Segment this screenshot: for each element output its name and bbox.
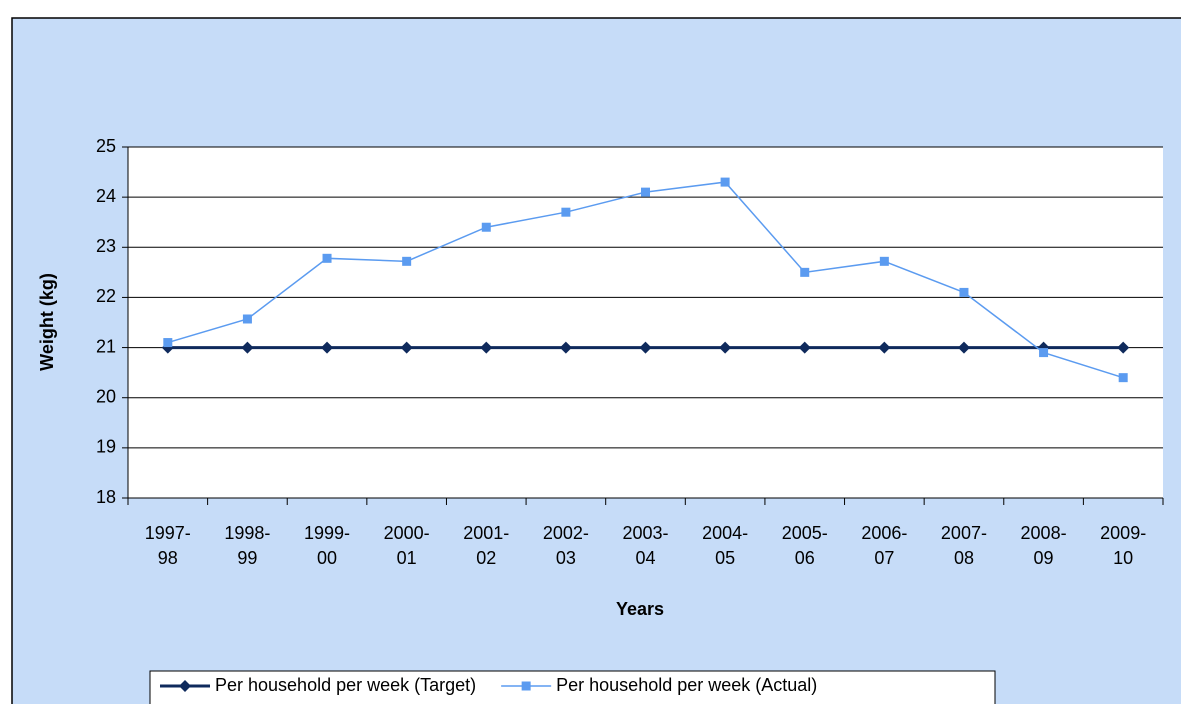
x-tick-label: 1999-00 bbox=[304, 523, 351, 568]
y-tick-label: 19 bbox=[96, 437, 116, 457]
x-tick-label: 1998-99 bbox=[224, 523, 271, 568]
x-tick-label: 2000-01 bbox=[383, 523, 430, 568]
marker bbox=[402, 256, 412, 266]
marker bbox=[1039, 348, 1049, 358]
x-axis-title: Years bbox=[616, 599, 664, 619]
marker bbox=[798, 341, 811, 354]
legend-box bbox=[149, 670, 996, 704]
marker bbox=[321, 341, 334, 354]
legend-label: Per household per week (Target) bbox=[215, 675, 476, 695]
y-tick-label: 22 bbox=[96, 286, 116, 306]
x-tick-label: 2008-09 bbox=[1020, 523, 1067, 568]
x-tick-label: 2004-05 bbox=[702, 523, 749, 568]
marker bbox=[400, 341, 413, 354]
marker bbox=[480, 341, 493, 354]
y-axis-title: Weight (kg) bbox=[37, 273, 57, 371]
x-tick-label: 2003-04 bbox=[622, 523, 669, 568]
x-tick-label: 2005-06 bbox=[781, 523, 828, 568]
y-tick-label: 24 bbox=[96, 186, 116, 206]
marker bbox=[1117, 341, 1130, 354]
marker bbox=[641, 187, 650, 197]
marker bbox=[322, 253, 332, 263]
x-tick-label: 2006-07 bbox=[861, 523, 908, 568]
y-tick-label: 23 bbox=[96, 236, 116, 256]
y-tick-label: 25 bbox=[96, 136, 116, 156]
legend-label: Per household per week (Actual) bbox=[556, 675, 817, 695]
x-tick-label: 2007-08 bbox=[940, 523, 987, 568]
x-tick-label: 1997-98 bbox=[144, 523, 191, 568]
x-tick-label: 2001-02 bbox=[463, 523, 510, 568]
legend-marker bbox=[521, 681, 531, 691]
marker bbox=[561, 207, 571, 217]
plot-area bbox=[128, 147, 1163, 498]
marker bbox=[242, 314, 252, 324]
marker bbox=[481, 222, 491, 232]
marker bbox=[959, 287, 969, 297]
y-tick-label: 18 bbox=[96, 487, 116, 507]
marker bbox=[957, 341, 970, 354]
marker bbox=[559, 341, 572, 354]
marker bbox=[800, 267, 810, 277]
marker bbox=[241, 341, 254, 354]
y-tick-label: 21 bbox=[96, 336, 116, 356]
marker bbox=[720, 177, 730, 187]
marker bbox=[1118, 373, 1128, 383]
y-tick-label: 20 bbox=[96, 386, 116, 406]
x-tick-label: 2009-10 bbox=[1100, 523, 1147, 568]
x-tick-label: 2002-03 bbox=[542, 523, 589, 568]
marker bbox=[163, 338, 173, 348]
legend-marker bbox=[179, 680, 191, 692]
marker bbox=[878, 341, 891, 354]
marker bbox=[639, 341, 652, 354]
marker bbox=[719, 341, 732, 354]
marker bbox=[879, 256, 889, 266]
